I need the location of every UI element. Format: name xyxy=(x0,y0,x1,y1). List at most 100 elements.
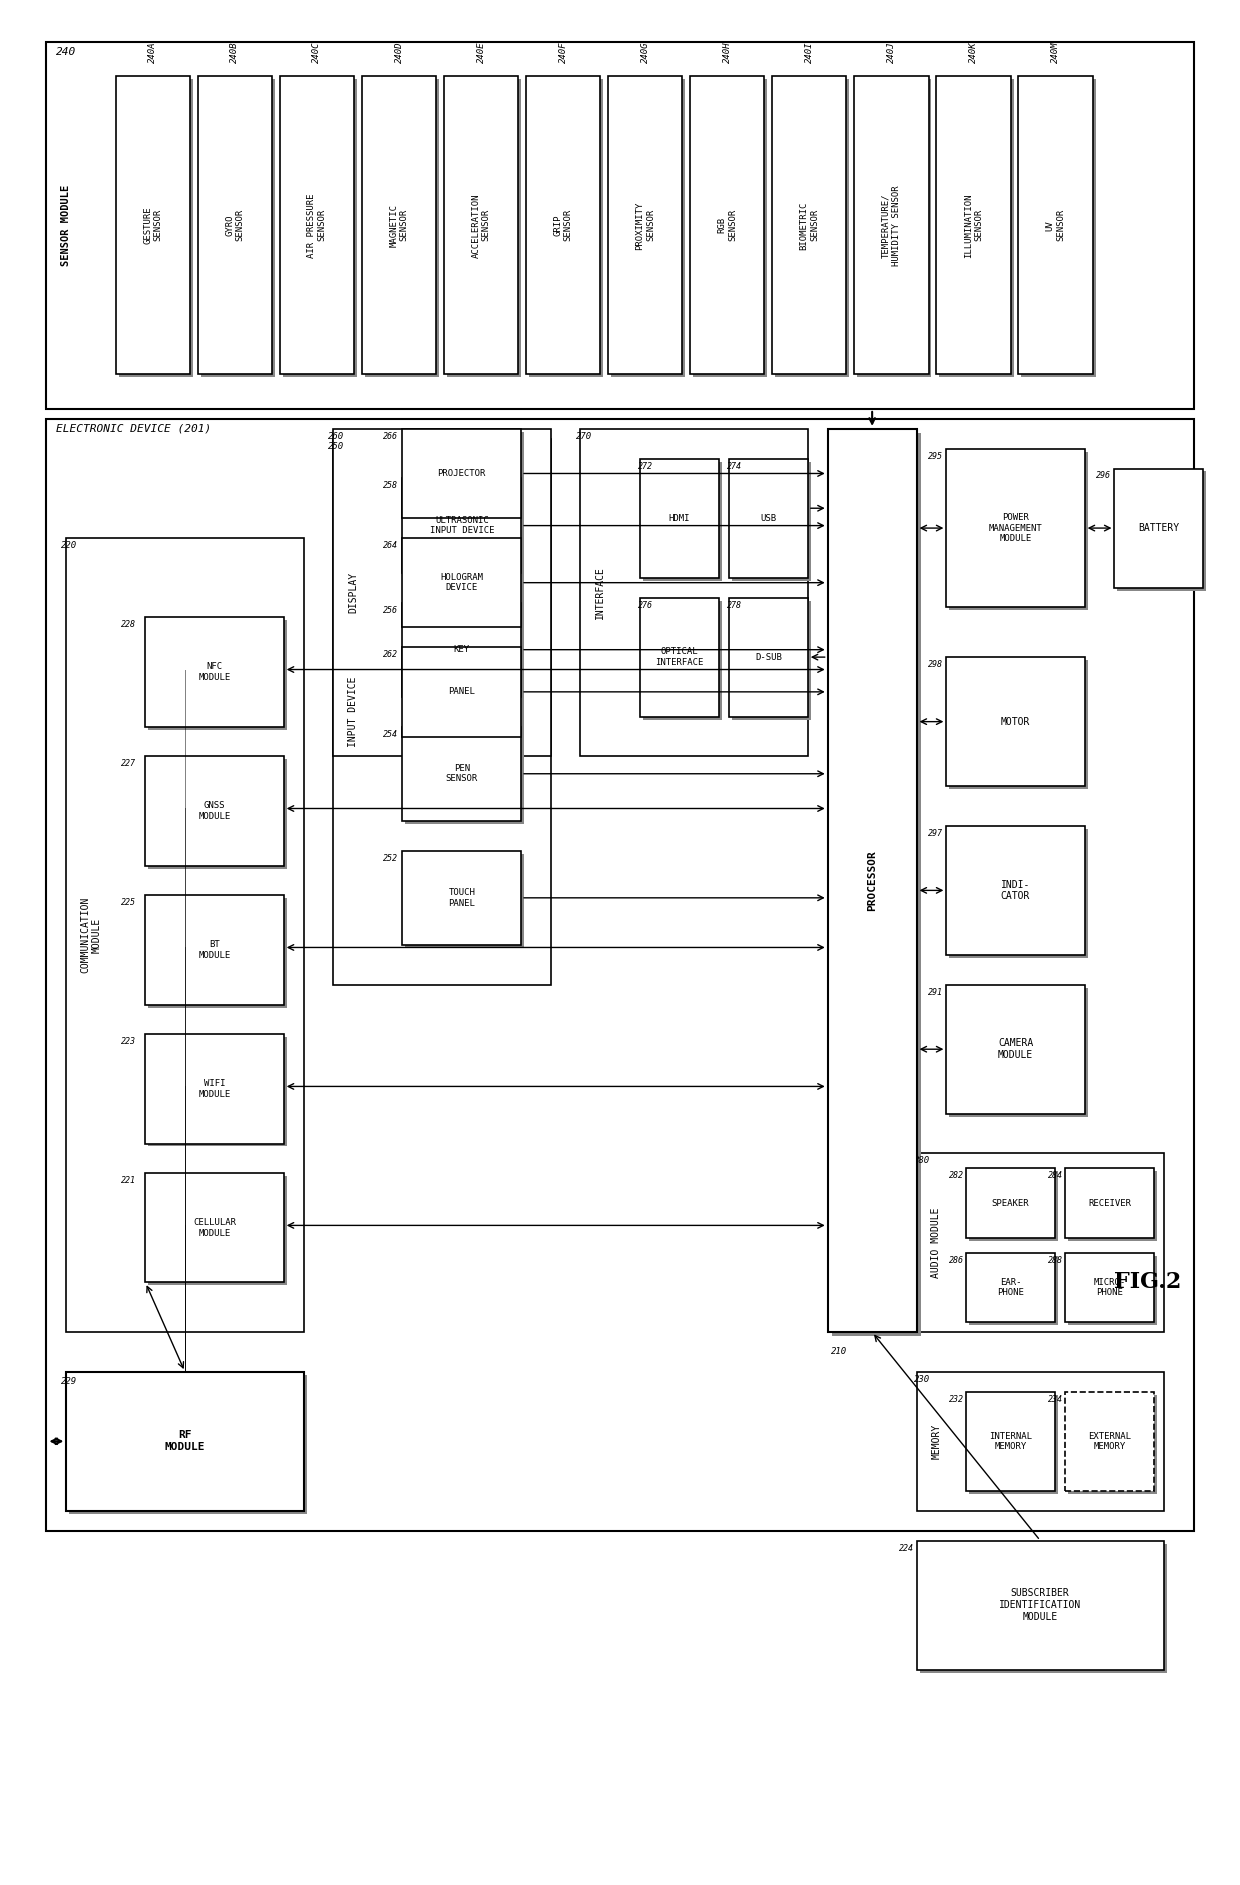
Text: NFC
MODULE: NFC MODULE xyxy=(198,662,231,682)
Text: 284: 284 xyxy=(1048,1171,1063,1180)
FancyBboxPatch shape xyxy=(946,826,1085,956)
FancyBboxPatch shape xyxy=(149,760,286,869)
Text: PEN
SENSOR: PEN SENSOR xyxy=(445,763,477,784)
FancyBboxPatch shape xyxy=(149,899,286,1007)
Text: INTERFACE: INTERFACE xyxy=(595,566,605,618)
FancyBboxPatch shape xyxy=(611,79,686,377)
Text: 280: 280 xyxy=(914,1156,930,1165)
FancyBboxPatch shape xyxy=(529,79,603,377)
Text: 240E: 240E xyxy=(476,41,486,64)
Text: 221: 221 xyxy=(120,1176,135,1186)
FancyBboxPatch shape xyxy=(145,1172,284,1282)
FancyBboxPatch shape xyxy=(405,432,525,520)
Text: 240B: 240B xyxy=(231,41,239,64)
Text: 224: 224 xyxy=(899,1544,914,1553)
Text: USB: USB xyxy=(760,513,776,522)
Text: 254: 254 xyxy=(382,729,398,739)
Text: 266: 266 xyxy=(382,432,398,441)
FancyBboxPatch shape xyxy=(201,79,275,377)
Text: ACCELERATION
SENSOR: ACCELERATION SENSOR xyxy=(471,192,491,258)
Text: 282: 282 xyxy=(949,1171,965,1180)
Text: 240H: 240H xyxy=(723,41,732,64)
Text: DISPLAY: DISPLAY xyxy=(348,571,358,613)
Text: INTERNAL
MEMORY: INTERNAL MEMORY xyxy=(990,1431,1032,1451)
FancyBboxPatch shape xyxy=(640,458,719,577)
Text: MOTOR: MOTOR xyxy=(1001,716,1030,726)
Text: CELLULAR
MODULE: CELLULAR MODULE xyxy=(193,1218,236,1238)
Text: 256: 256 xyxy=(382,605,398,615)
Text: RGB
SENSOR: RGB SENSOR xyxy=(718,209,737,241)
Text: EXTERNAL
MEMORY: EXTERNAL MEMORY xyxy=(1087,1431,1131,1451)
FancyBboxPatch shape xyxy=(827,428,916,1333)
Text: COMMUNICATION
MODULE: COMMUNICATION MODULE xyxy=(81,897,102,973)
Text: 225: 225 xyxy=(120,899,135,907)
Text: CAMERA
MODULE: CAMERA MODULE xyxy=(998,1039,1033,1059)
FancyBboxPatch shape xyxy=(405,854,525,948)
Text: UV
SENSOR: UV SENSOR xyxy=(1045,209,1065,241)
Text: 250: 250 xyxy=(329,441,345,451)
FancyBboxPatch shape xyxy=(145,618,284,726)
FancyBboxPatch shape xyxy=(691,77,764,375)
FancyBboxPatch shape xyxy=(946,658,1085,786)
FancyBboxPatch shape xyxy=(1117,471,1207,590)
FancyBboxPatch shape xyxy=(46,418,1194,1531)
FancyBboxPatch shape xyxy=(640,598,719,716)
Text: 240G: 240G xyxy=(641,41,650,64)
FancyBboxPatch shape xyxy=(403,647,521,737)
FancyBboxPatch shape xyxy=(1018,77,1092,375)
FancyBboxPatch shape xyxy=(1022,79,1096,377)
Text: 270: 270 xyxy=(575,432,591,441)
Text: 240J: 240J xyxy=(887,41,897,64)
Text: BT
MODULE: BT MODULE xyxy=(198,941,231,959)
Text: 296: 296 xyxy=(1096,471,1111,481)
FancyBboxPatch shape xyxy=(115,77,190,375)
FancyBboxPatch shape xyxy=(66,537,304,1333)
Text: TEMPERATURE/
HUMIDITY SENSOR: TEMPERATURE/ HUMIDITY SENSOR xyxy=(882,185,901,266)
FancyBboxPatch shape xyxy=(968,1171,1058,1240)
FancyBboxPatch shape xyxy=(198,77,272,375)
FancyBboxPatch shape xyxy=(526,77,600,375)
FancyBboxPatch shape xyxy=(1065,1169,1154,1238)
Text: 240K: 240K xyxy=(968,41,978,64)
Text: FIG.2: FIG.2 xyxy=(1115,1272,1182,1293)
FancyBboxPatch shape xyxy=(729,458,808,577)
Text: HOLOGRAM
DEVICE: HOLOGRAM DEVICE xyxy=(440,573,484,592)
FancyBboxPatch shape xyxy=(950,829,1087,958)
Text: 223: 223 xyxy=(120,1037,135,1046)
Text: 258: 258 xyxy=(382,481,398,490)
FancyBboxPatch shape xyxy=(405,541,525,630)
FancyBboxPatch shape xyxy=(642,462,722,581)
FancyBboxPatch shape xyxy=(968,1255,1058,1325)
FancyBboxPatch shape xyxy=(916,1154,1164,1333)
FancyBboxPatch shape xyxy=(1068,1255,1157,1325)
FancyBboxPatch shape xyxy=(362,77,436,375)
FancyBboxPatch shape xyxy=(916,1540,1164,1670)
FancyBboxPatch shape xyxy=(1065,1254,1154,1321)
FancyBboxPatch shape xyxy=(69,1374,306,1514)
FancyBboxPatch shape xyxy=(334,439,551,984)
FancyBboxPatch shape xyxy=(403,603,521,697)
Text: 240: 240 xyxy=(56,47,77,57)
Text: D-SUB: D-SUB xyxy=(755,652,781,662)
Text: 298: 298 xyxy=(929,660,944,669)
FancyBboxPatch shape xyxy=(608,77,682,375)
FancyBboxPatch shape xyxy=(403,726,521,820)
Text: HDMI: HDMI xyxy=(668,513,691,522)
Text: BIOMETRIC
SENSOR: BIOMETRIC SENSOR xyxy=(800,202,820,249)
FancyBboxPatch shape xyxy=(405,481,525,575)
FancyBboxPatch shape xyxy=(966,1254,1055,1321)
FancyBboxPatch shape xyxy=(732,462,811,581)
FancyBboxPatch shape xyxy=(365,79,439,377)
FancyBboxPatch shape xyxy=(732,601,811,720)
FancyBboxPatch shape xyxy=(857,79,931,377)
Text: 272: 272 xyxy=(637,462,652,471)
Text: 295: 295 xyxy=(929,452,944,460)
FancyBboxPatch shape xyxy=(773,77,847,375)
Text: 229: 229 xyxy=(61,1376,77,1385)
Text: 240C: 240C xyxy=(312,41,321,64)
FancyBboxPatch shape xyxy=(149,1176,286,1286)
Text: POWER
MANAGEMENT
MODULE: POWER MANAGEMENT MODULE xyxy=(988,513,1043,543)
Text: ILLUMINATION
SENSOR: ILLUMINATION SENSOR xyxy=(963,192,983,258)
Text: 232: 232 xyxy=(949,1395,965,1404)
FancyBboxPatch shape xyxy=(946,449,1085,607)
